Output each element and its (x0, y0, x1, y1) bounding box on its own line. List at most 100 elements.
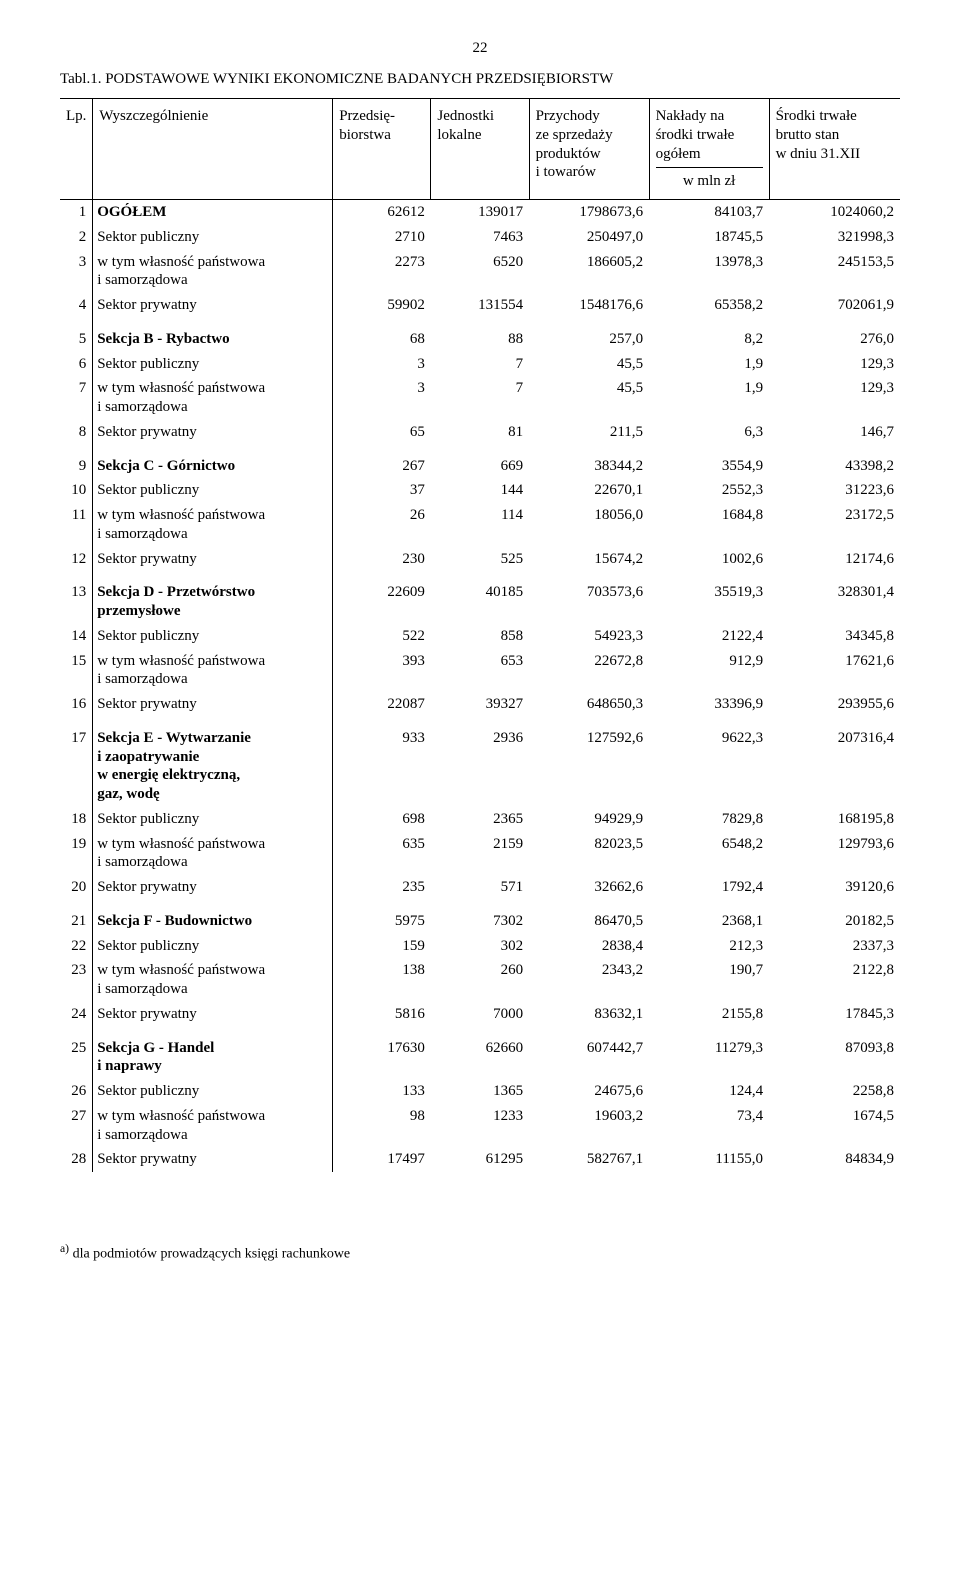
cell-value: 653 (431, 649, 529, 693)
cell-value: 3 (333, 352, 431, 377)
cell-value: 703573,6 (529, 571, 649, 624)
cell-value: 2155,8 (649, 1002, 769, 1027)
cell-value: 912,9 (649, 649, 769, 693)
row-index: 28 (60, 1147, 93, 1172)
table-row: 15w tym własność państwowai samorządowa3… (60, 649, 900, 693)
table-row: 3w tym własność państwowai samorządowa22… (60, 250, 900, 294)
row-label: Sektor prywatny (93, 1147, 333, 1172)
cell-value: 17497 (333, 1147, 431, 1172)
cell-value: 86470,5 (529, 900, 649, 934)
cell-value: 2936 (431, 717, 529, 807)
cell-value: 2122,4 (649, 624, 769, 649)
row-label: Sektor publiczny (93, 1079, 333, 1104)
row-label: Sektor publiczny (93, 934, 333, 959)
row-label: Sekcja D - Przetwórstwoprzemysłowe (93, 571, 333, 624)
cell-value: 82023,5 (529, 832, 649, 876)
table-row: 13Sekcja D - Przetwórstwoprzemysłowe2260… (60, 571, 900, 624)
row-index: 16 (60, 692, 93, 717)
cell-value: 635 (333, 832, 431, 876)
cell-value: 139017 (431, 200, 529, 225)
hdr-lp: Lp. (60, 99, 93, 200)
hdr-przychody: Przychody ze sprzedaży produktów i towar… (529, 99, 649, 200)
cell-value: 7829,8 (649, 807, 769, 832)
row-label: w tym własność państwowai samorządowa (93, 1104, 333, 1148)
hdr-jednostki: Jednostki lokalne (431, 99, 529, 200)
cell-value: 11279,3 (649, 1027, 769, 1080)
cell-value: 8,2 (649, 318, 769, 352)
row-index: 1 (60, 200, 93, 225)
hdr-przedsieb: Przedsię- biorstwa (333, 99, 431, 200)
cell-value: 144 (431, 478, 529, 503)
table-row: 11w tym własność państwowai samorządowa2… (60, 503, 900, 547)
table-row: 1OGÓŁEM626121390171798673,684103,7102406… (60, 200, 900, 225)
cell-value: 127592,6 (529, 717, 649, 807)
cell-value: 582767,1 (529, 1147, 649, 1172)
row-label: Sektor prywatny (93, 875, 333, 900)
row-label: Sektor publiczny (93, 225, 333, 250)
row-label: w tym własność państwowai samorządowa (93, 958, 333, 1002)
cell-value: 1,9 (649, 352, 769, 377)
cell-value: 62660 (431, 1027, 529, 1080)
row-label: w tym własność państwowai samorządowa (93, 649, 333, 693)
cell-value: 84103,7 (649, 200, 769, 225)
table-row: 27w tym własność państwowai samorządowa9… (60, 1104, 900, 1148)
cell-value: 45,5 (529, 376, 649, 420)
row-label: Sekcja E - Wytwarzaniei zaopatrywaniew e… (93, 717, 333, 807)
cell-value: 15674,2 (529, 547, 649, 572)
cell-value: 19603,2 (529, 1104, 649, 1148)
cell-value: 1024060,2 (769, 200, 900, 225)
table-row: 7w tym własność państwowai samorządowa37… (60, 376, 900, 420)
cell-value: 33396,9 (649, 692, 769, 717)
row-index: 24 (60, 1002, 93, 1027)
cell-value: 1674,5 (769, 1104, 900, 1148)
cell-value: 1798673,6 (529, 200, 649, 225)
cell-value: 17845,3 (769, 1002, 900, 1027)
table-body: 1OGÓŁEM626121390171798673,684103,7102406… (60, 200, 900, 1173)
table-row: 5Sekcja B - Rybactwo6888257,08,2276,0 (60, 318, 900, 352)
table-row: 25Sekcja G - Handeli naprawy176306266060… (60, 1027, 900, 1080)
row-index: 13 (60, 571, 93, 624)
row-label: Sektor prywatny (93, 547, 333, 572)
cell-value: 6,3 (649, 420, 769, 445)
table-row: 23w tym własność państwowai samorządowa1… (60, 958, 900, 1002)
cell-value: 38344,2 (529, 445, 649, 479)
table-row: 17Sekcja E - Wytwarzaniei zaopatrywaniew… (60, 717, 900, 807)
cell-value: 7000 (431, 1002, 529, 1027)
cell-value: 522 (333, 624, 431, 649)
cell-value: 393 (333, 649, 431, 693)
row-index: 19 (60, 832, 93, 876)
table-row: 28Sektor prywatny1749761295582767,111155… (60, 1147, 900, 1172)
row-index: 7 (60, 376, 93, 420)
cell-value: 13978,3 (649, 250, 769, 294)
cell-value: 129,3 (769, 352, 900, 377)
hdr-unit: w mln zł (656, 167, 763, 191)
cell-value: 22672,8 (529, 649, 649, 693)
cell-value: 68 (333, 318, 431, 352)
cell-value: 245153,5 (769, 250, 900, 294)
table-row: 10Sektor publiczny3714422670,12552,33122… (60, 478, 900, 503)
page-number: 22 (60, 40, 900, 57)
row-index: 11 (60, 503, 93, 547)
cell-value: 62612 (333, 200, 431, 225)
cell-value: 98 (333, 1104, 431, 1148)
row-label: OGÓŁEM (93, 200, 333, 225)
cell-value: 2838,4 (529, 934, 649, 959)
cell-value: 17621,6 (769, 649, 900, 693)
table-row: 19w tym własność państwowai samorządowa6… (60, 832, 900, 876)
row-label: Sekcja G - Handeli naprawy (93, 1027, 333, 1080)
cell-value: 31223,6 (769, 478, 900, 503)
cell-value: 2365 (431, 807, 529, 832)
cell-value: 1365 (431, 1079, 529, 1104)
cell-value: 6520 (431, 250, 529, 294)
cell-value: 94929,9 (529, 807, 649, 832)
hdr-wysz: Wyszczególnienie (93, 99, 333, 200)
cell-value: 7 (431, 376, 529, 420)
cell-value: 207316,4 (769, 717, 900, 807)
cell-value: 2337,3 (769, 934, 900, 959)
cell-value: 65 (333, 420, 431, 445)
row-label: Sektor prywatny (93, 293, 333, 318)
footnote-text: dla podmiotów prowadzących księgi rachun… (69, 1247, 350, 1262)
cell-value: 88 (431, 318, 529, 352)
hdr-naklady: Nakłady na środki trwałe ogółem w mln zł (649, 99, 769, 200)
cell-value: 235 (333, 875, 431, 900)
